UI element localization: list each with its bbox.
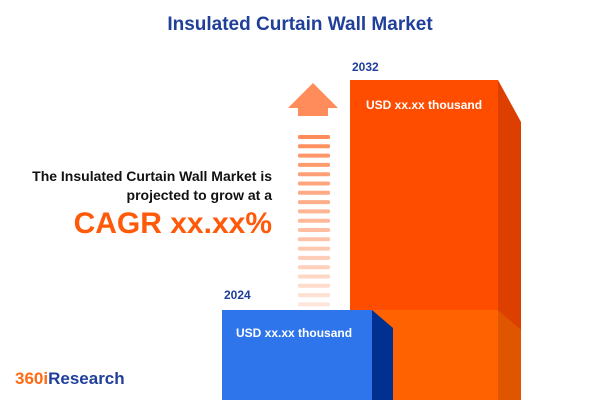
growth-description: The Insulated Curtain Wall Market is pro…: [32, 168, 272, 203]
arrow-stripe: [298, 135, 330, 139]
growth-text-block: The Insulated Curtain Wall Market is pro…: [0, 167, 272, 241]
cagr-value: CAGR xx.xx%: [73, 207, 272, 240]
arrow-stripe: [298, 172, 330, 177]
arrow-stripe: [298, 190, 330, 195]
year-label-2024: 2024: [224, 288, 251, 302]
arrow-stripe: [298, 237, 330, 242]
arrow-stripe: [298, 153, 330, 158]
value-label-2024: USD xx.xx thousand: [236, 326, 353, 340]
arrow-stripe: [298, 274, 330, 279]
chart-title: Insulated Curtain Wall Market: [167, 14, 433, 35]
value-label-2032: USD xx.xx thousand: [366, 98, 483, 112]
arrow-stripe: [298, 144, 330, 149]
arrow-stripe: [298, 265, 330, 270]
year-label-2032: 2032: [352, 60, 379, 74]
arrow-stripe: [298, 162, 330, 167]
arrow-stripe: [298, 209, 330, 214]
arrow-stripe: [298, 181, 330, 186]
arrow-stripe: [298, 283, 330, 288]
logo: 360iResearch: [15, 369, 125, 388]
arrow-stripe: [298, 246, 330, 251]
arrow-stripe: [298, 255, 330, 260]
arrow-stripe: [298, 228, 330, 232]
arrow-stripe: [298, 302, 330, 307]
arrow-stripe: [298, 218, 330, 223]
growth-arrow-icon: [288, 83, 338, 335]
arrow-stripe: [298, 200, 330, 205]
arrow-stripe: [298, 293, 330, 298]
bar-2024: [222, 310, 393, 400]
